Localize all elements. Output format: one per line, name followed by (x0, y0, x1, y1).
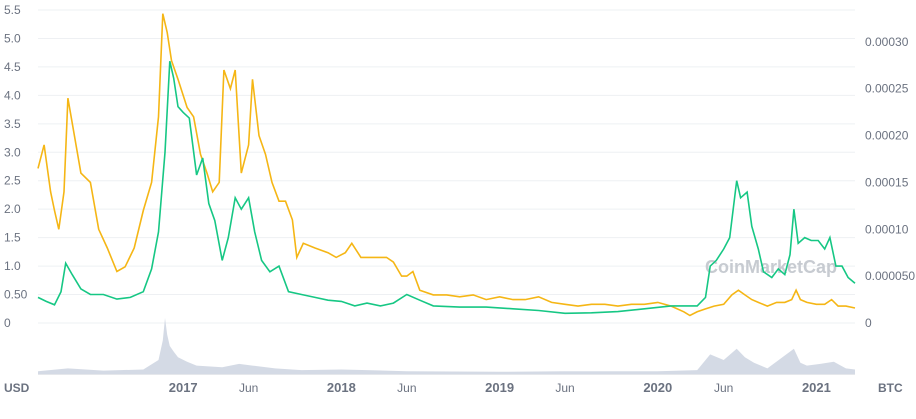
grid-lines (38, 9, 855, 375)
left-tick-label: 1.0 (4, 259, 21, 273)
left-tick-label: 5.0 (4, 31, 21, 45)
right-tick-label: 0.000050 (865, 269, 915, 283)
left-tick-label: 4.5 (4, 60, 21, 74)
left-tick-label: 2.5 (4, 174, 21, 188)
x-tick-label: Jun (239, 381, 258, 395)
right-tick-label: 0.00010 (865, 222, 909, 236)
x-axis: 2017 Jun 2018 Jun 2019 Jun 2020 Jun 2021 (169, 380, 831, 395)
right-tick-label: 0.00025 (865, 82, 909, 96)
btc-series-line (37, 13, 856, 317)
usd-series-line (37, 61, 856, 315)
right-tick-label: 0 (865, 316, 872, 330)
volume-area (38, 318, 855, 374)
x-tick-label: 2017 (169, 380, 198, 395)
x-tick-label: Jun (714, 381, 733, 395)
x-tick-label: 2020 (643, 380, 672, 395)
left-tick-label: 3.5 (4, 117, 21, 131)
left-tick-label: 5.5 (4, 3, 21, 17)
right-axis: 0 0.000050 0.00010 0.00015 0.00020 0.00025 0.0… (865, 35, 915, 330)
x-tick-label: 2018 (327, 380, 356, 395)
left-tick-label: 0 (4, 316, 11, 330)
left-tick-label: 2.0 (4, 202, 21, 216)
left-axis-unit: USD (4, 381, 30, 395)
left-tick-label: 4.0 (4, 88, 21, 102)
left-tick-label: 1.5 (4, 231, 21, 245)
x-tick-label: 2019 (485, 380, 514, 395)
x-tick-label: Jun (397, 381, 416, 395)
x-tick-label: Jun (555, 381, 574, 395)
left-axis: 0 0.50 1.0 1.5 2.0 2.5 3.0 3.5 4.0 4.5 5.0 5.5 (4, 3, 28, 330)
left-tick-label: 0.50 (4, 288, 28, 302)
right-tick-label: 0.00030 (865, 35, 909, 49)
right-axis-unit: BTC (878, 381, 903, 395)
watermark: CoinMarketCap (705, 257, 837, 277)
x-tick-label: 2021 (802, 380, 831, 395)
right-tick-label: 0.00020 (865, 129, 909, 143)
right-tick-label: 0.00015 (865, 175, 909, 189)
volume-bars (38, 318, 855, 374)
left-tick-label: 3.0 (4, 145, 21, 159)
